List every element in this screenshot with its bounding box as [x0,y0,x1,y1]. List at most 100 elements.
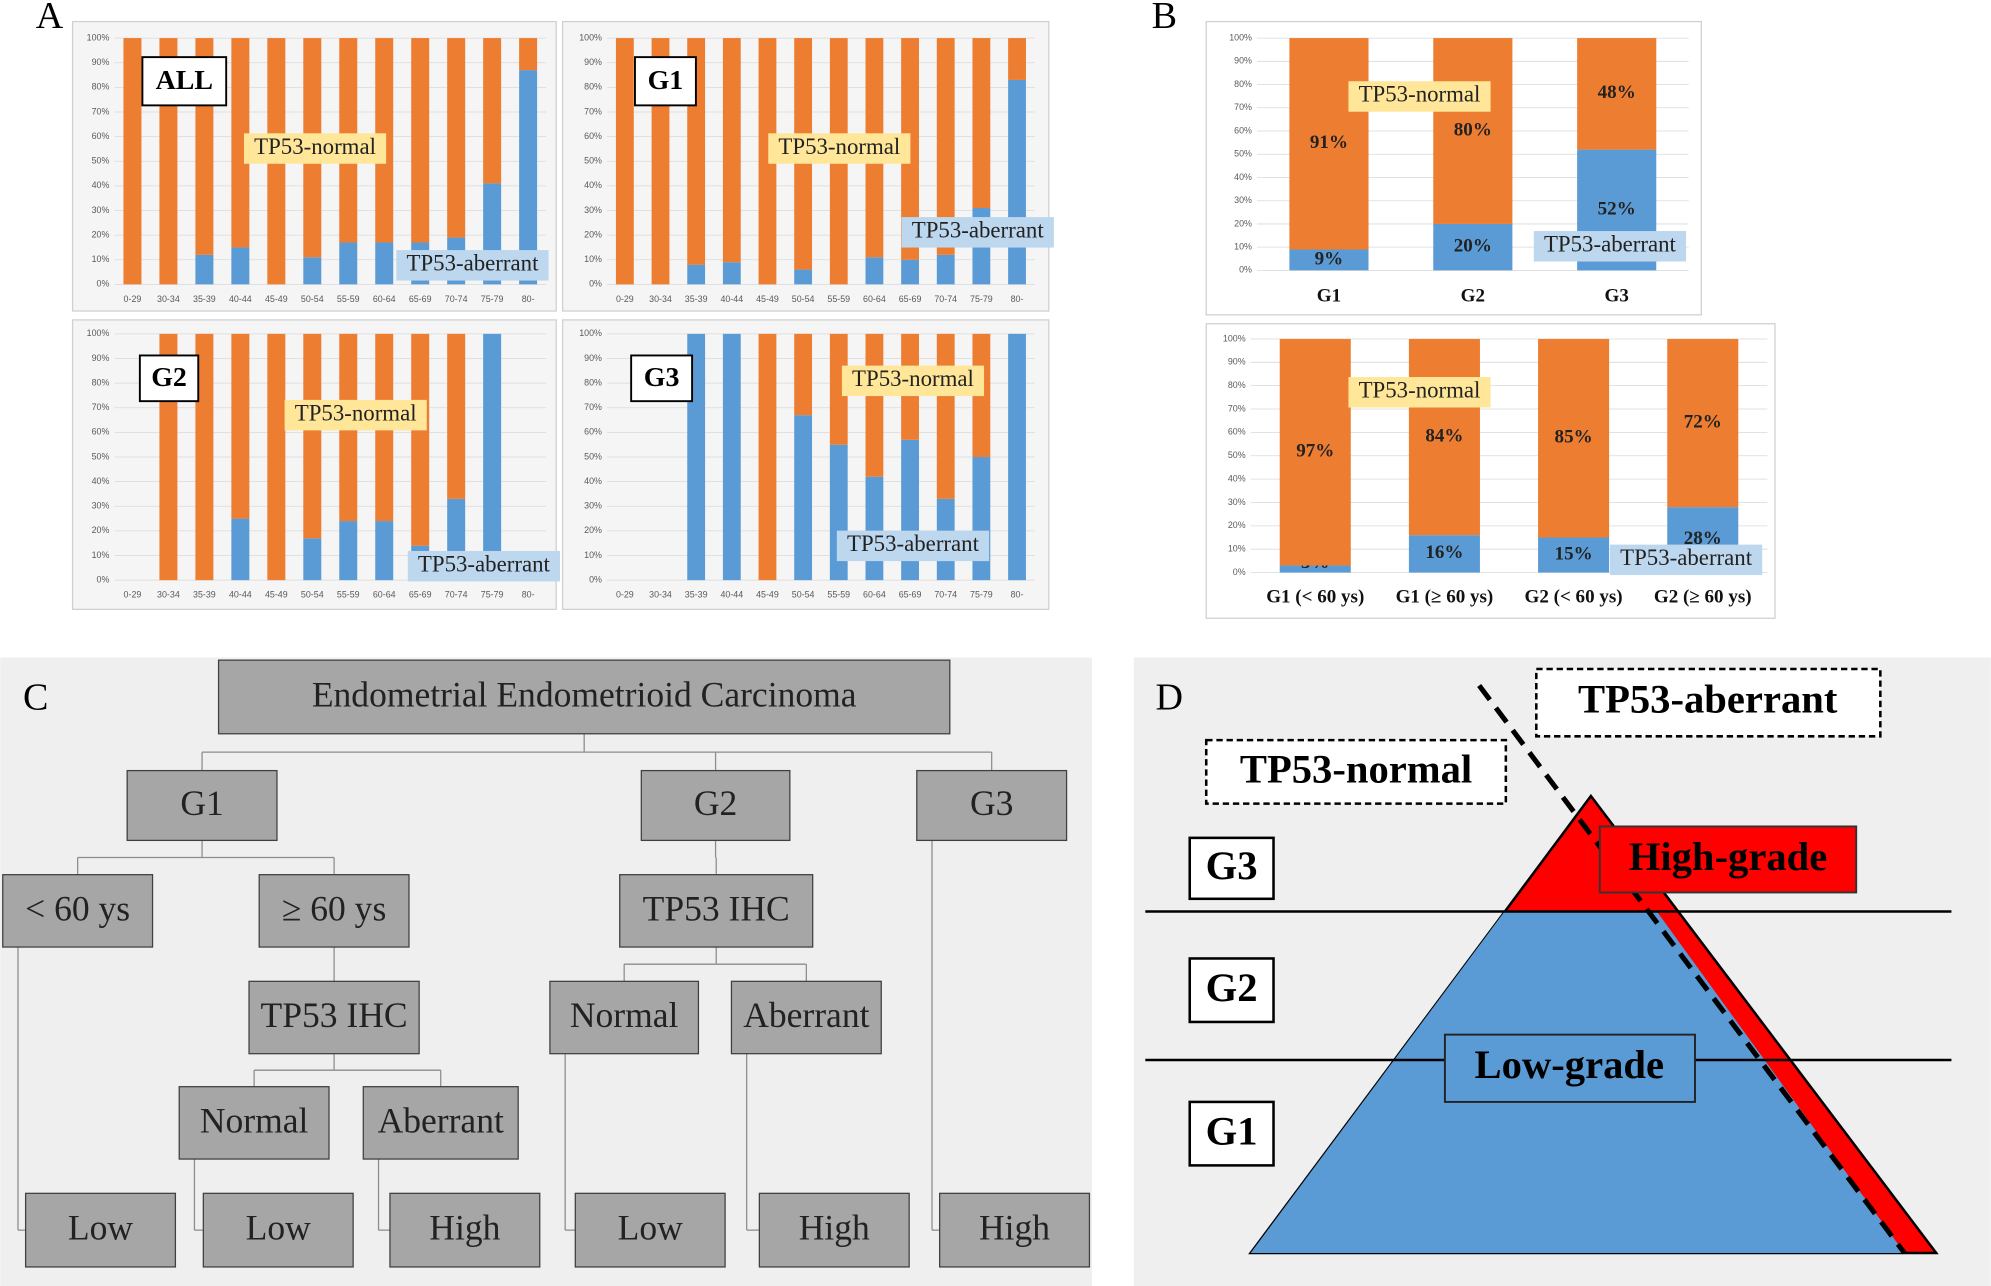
y-tick-label: 30% [92,205,110,215]
bar-segment [231,333,250,519]
tree-node-label: < 60 ys [25,888,130,928]
tree-node-label: Low [618,1208,683,1248]
y-tick-label: 80% [92,377,110,387]
bar-segment [375,521,394,581]
bar-segment [1408,338,1480,536]
value-label: 80% [1454,119,1492,140]
bar-segment [123,38,142,285]
grade-box [1188,957,1275,1024]
x-tick-label: 60-64 [863,590,886,600]
series-label: TP53-normal [254,134,376,159]
y-tick-label: 60% [1234,125,1252,135]
x-tick-label: 35-39 [193,294,216,304]
x-tick-label: 65-69 [409,294,432,304]
series-label-box [407,550,561,582]
tp53-aberrant-label: TP53-aberrant [1578,677,1838,722]
x-tick-label: 45-49 [265,590,288,600]
y-tick-label: 0% [1233,567,1246,577]
y-tick-label: 10% [1228,544,1246,554]
bar-segment [1667,338,1739,508]
y-tick-label: 100% [1229,32,1252,42]
y-tick-label: 100% [1223,333,1246,343]
y-tick-label: 90% [92,57,110,67]
bar-segment [1289,249,1369,271]
y-tick-label: 40% [92,180,110,190]
bar-segment [231,518,250,581]
x-tick-label: 0-29 [616,294,634,304]
x-tick-label: 30-34 [649,294,672,304]
value-label: 84% [1425,425,1463,446]
x-tick-label: 45-49 [756,294,779,304]
value-label: 16% [1425,542,1463,563]
bar-segment [447,38,466,238]
series-label-box [901,217,1054,248]
panel-letter: D [1155,676,1182,718]
x-tick-label: G3 [1605,285,1629,306]
tree-node-label: Low [68,1208,133,1248]
y-tick-label: 0% [589,279,602,289]
bar-segment [829,333,848,445]
series-label: TP53-aberrant [406,251,539,276]
x-tick-label: 60-64 [373,590,396,600]
bar-segment [936,38,955,255]
bar-segment [1008,333,1026,581]
x-tick-label: 65-69 [899,590,922,600]
x-tick-label: G1 [1317,285,1341,306]
tree-node-label: Endometrial Endometrioid Carcinoma [312,674,857,714]
value-label: 48% [1598,82,1636,103]
bar-segment [1008,79,1026,285]
series-label-box [836,530,990,562]
x-tick-label: 45-49 [265,294,288,304]
y-tick-label: 90% [1234,56,1252,66]
x-tick-label: G1 (< 60 ys) [1266,586,1364,607]
panel-c-background [0,657,1092,1286]
value-label: 72% [1684,411,1722,432]
panel-label: G1 [648,65,684,96]
tree-node [217,659,951,735]
panel-label-box [630,354,694,403]
y-tick-label: 40% [1234,172,1252,182]
x-tick-label: 75-79 [481,294,504,304]
bar-segment [339,242,358,285]
panel-label-box [141,56,228,107]
y-tick-label: 20% [92,229,110,239]
label-box [1204,738,1508,805]
series-label: TP53-normal [778,134,900,159]
tree-node-label: Aberrant [378,1100,504,1140]
series-label-box [396,250,549,281]
bar-segment [722,333,741,581]
x-tick-label: 30-34 [157,294,180,304]
y-tick-label: 10% [584,550,602,560]
x-tick-label: 75-79 [970,590,993,600]
bar-segment [936,254,955,285]
grade-label: G3 [1206,843,1258,888]
y-tick-label: 60% [1228,427,1246,437]
tree-node [248,980,420,1055]
bar-segment [972,38,991,209]
tree-node-label: Normal [200,1100,309,1140]
x-tick-label: 80- [1011,590,1024,600]
low-grade-box [1443,1033,1696,1103]
bar-segment [1279,565,1351,573]
y-tick-label: 30% [584,205,602,215]
high-grade-label: High-grade [1629,834,1828,879]
bar-segment [411,38,430,243]
tree-node-label: High [429,1208,500,1248]
bar-segment [1289,38,1369,250]
y-tick-label: 100% [579,32,602,42]
x-tick-label: 30-34 [157,590,180,600]
panel-label-box [634,56,697,107]
grade-box [1188,1100,1275,1167]
panel-label: G2 [151,362,187,393]
series-label: TP53-normal [1359,82,1481,107]
x-tick-label: 50-54 [301,590,324,600]
x-tick-label: 80- [1011,294,1024,304]
tree-node [916,769,1068,842]
tree-node [730,980,882,1055]
bar-segment [303,333,322,539]
tree-node [258,874,410,948]
series-label-box [243,133,387,164]
grade-box [1188,836,1275,901]
y-tick-label: 80% [584,377,602,387]
panel-label-box [138,354,200,403]
